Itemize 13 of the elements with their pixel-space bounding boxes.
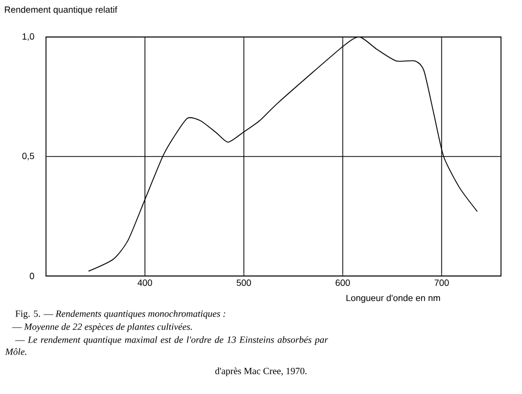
x-tick-label: 500 <box>236 280 251 286</box>
y-tick-label: 1,0 <box>22 33 34 41</box>
x-tick-label: 400 <box>138 280 152 286</box>
y-axis-title: Rendement quantique relatif <box>4 6 118 15</box>
text: d'après Mac Cree, 1970. <box>215 368 306 376</box>
y-tick-label: 0,5 <box>22 152 34 160</box>
x-tick-label: 600 <box>336 280 350 286</box>
text: — Moyenne de 22 espèces de plantes cultivées. <box>12 323 192 332</box>
x-axis-title: Longueur d'onde en nm <box>346 294 440 303</box>
text: — Le rendement quantique maximal est de l'ordre de 13 Einsteins absorbés par Môle. <box>5 336 328 355</box>
x-tick-label: 700 <box>434 280 449 286</box>
caption: Fig. 5. — Rendements quantiques monochromatiques : <box>15 310 226 319</box>
y-tick-label: 0 <box>30 272 34 280</box>
